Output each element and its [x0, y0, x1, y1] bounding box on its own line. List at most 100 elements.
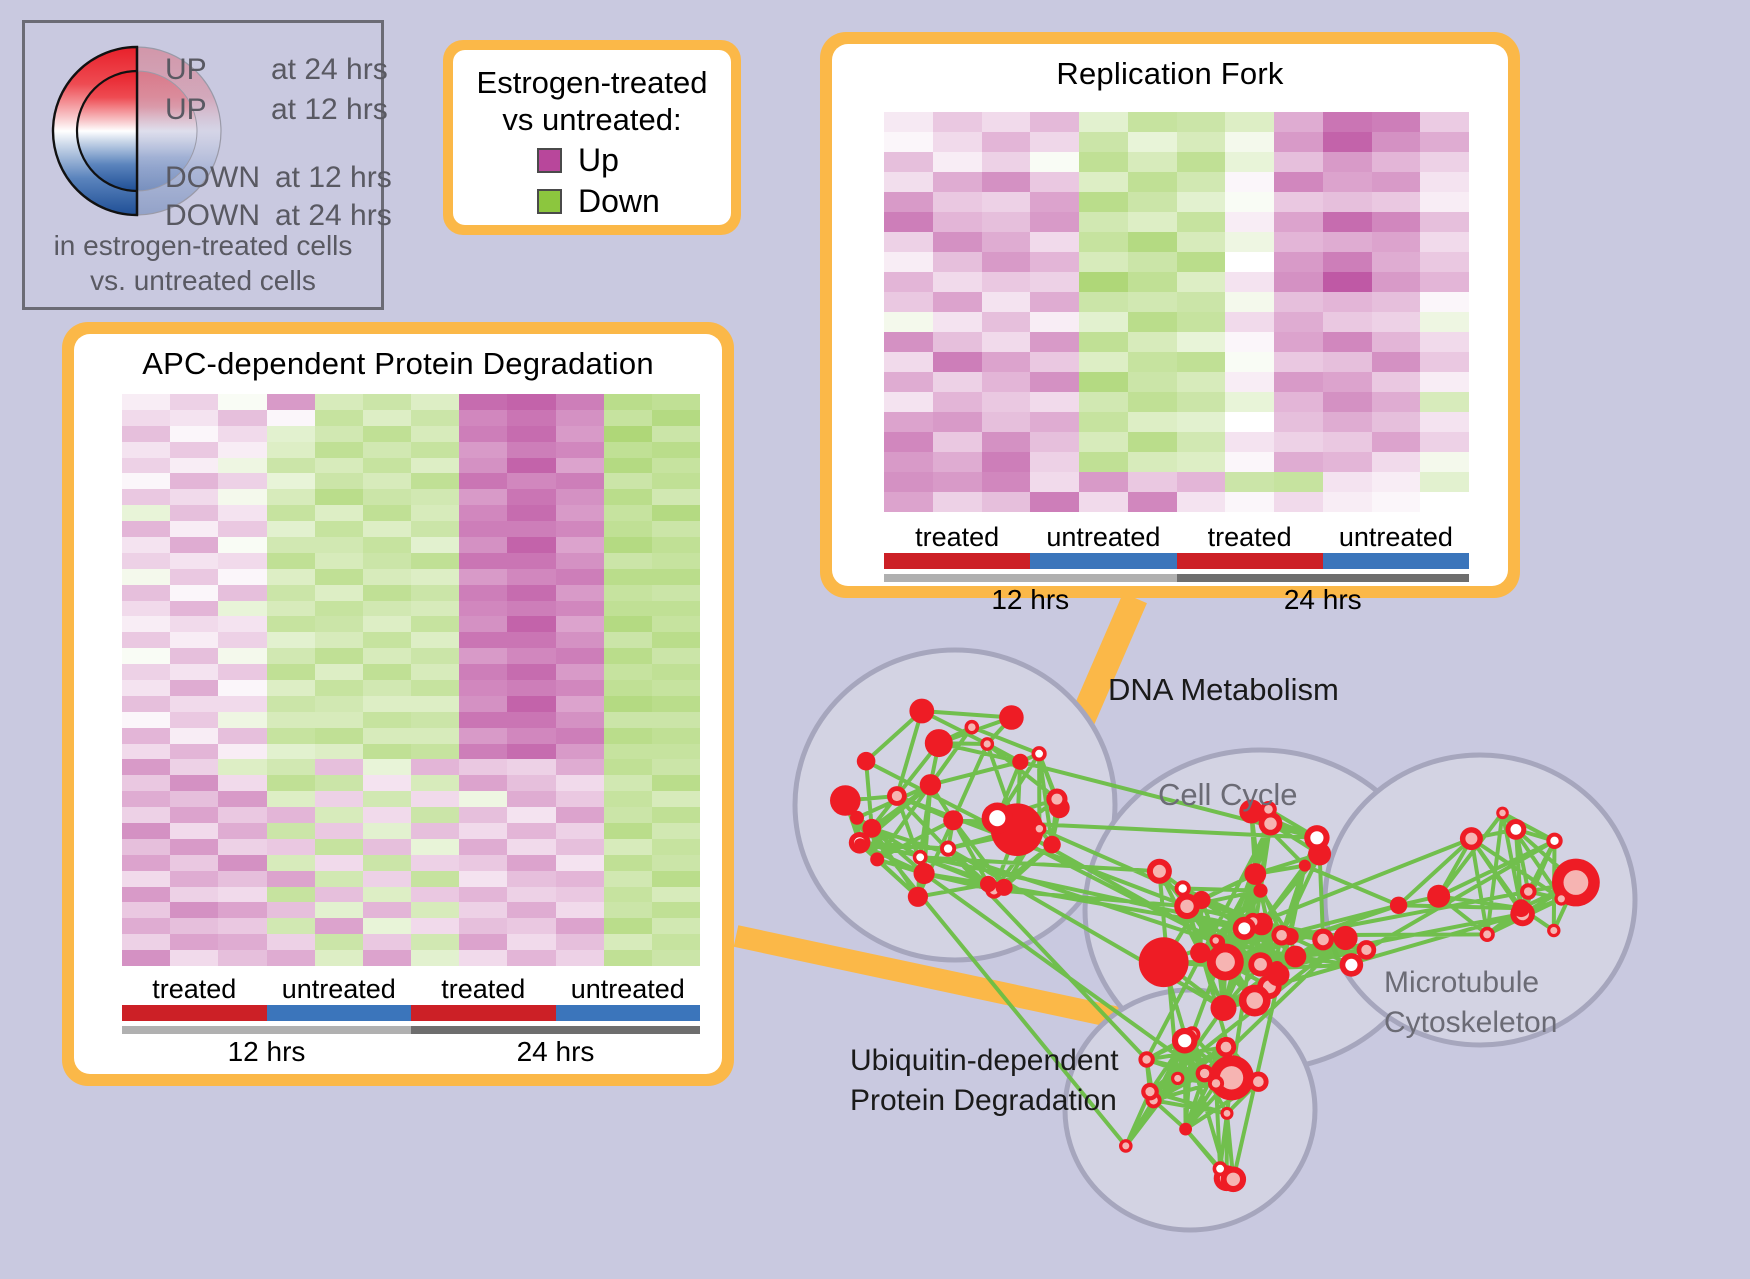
heatmap-cell: [651, 441, 700, 458]
heatmap-cell: [1176, 112, 1226, 132]
heatmap-cell: [555, 664, 604, 680]
network-node[interactable]: [999, 705, 1024, 730]
network-node[interactable]: [1266, 963, 1290, 987]
heatmap-cell: [884, 112, 933, 132]
network-node[interactable]: [909, 698, 935, 724]
network-node[interactable]: [862, 818, 882, 838]
heatmap-cell: [555, 505, 604, 522]
heatmap-cell: [266, 600, 315, 617]
heatmap-cell: [122, 489, 171, 506]
heatmap-cell: [1225, 272, 1274, 292]
network-node[interactable]: [1253, 883, 1268, 898]
network-node-core: [1122, 1142, 1130, 1150]
heatmap-cell: [1371, 412, 1421, 432]
network-node[interactable]: [1138, 937, 1189, 988]
network-node[interactable]: [1012, 753, 1029, 770]
network-node[interactable]: [1284, 945, 1307, 968]
heatmap-cell: [1420, 392, 1469, 412]
heatmap-cell: [459, 648, 508, 665]
heatmap-cell: [459, 950, 508, 966]
network-node[interactable]: [1210, 995, 1237, 1021]
heatmap-cell: [122, 505, 171, 522]
network-node[interactable]: [907, 886, 928, 907]
heatmap-cell: [314, 409, 363, 426]
network-node-core: [1361, 944, 1372, 955]
heatmap-cell: [507, 505, 556, 522]
heatmap-cell: [122, 584, 171, 601]
heatmap-cell: [218, 902, 267, 919]
network-node[interactable]: [1389, 896, 1408, 914]
network-node[interactable]: [995, 878, 1013, 896]
network-node[interactable]: [830, 785, 861, 816]
network-node-core: [1253, 1076, 1264, 1087]
heatmap-cell: [122, 648, 171, 665]
network-node[interactable]: [1043, 835, 1061, 854]
heatmap-cell: [411, 950, 460, 966]
network-node[interactable]: [850, 810, 864, 825]
heatmap-cell: [932, 332, 982, 352]
heatmap-cell: [266, 807, 315, 823]
heatmap-cell: [314, 791, 363, 808]
heatmap-cell: [651, 886, 700, 903]
heatmap-cell: [555, 711, 604, 728]
network-node-core: [1145, 1087, 1155, 1097]
heatmap-cell: [170, 934, 219, 951]
network-node[interactable]: [1179, 1122, 1192, 1136]
heatmap-cell: [459, 838, 508, 855]
heatmap-cell: [314, 823, 363, 839]
heatmap-cell: [555, 823, 604, 839]
network-node[interactable]: [1239, 799, 1264, 824]
heatmap-cell: [218, 680, 267, 696]
heatmap-cell: [555, 727, 604, 744]
heatmap-cell: [411, 934, 460, 951]
heatmap-cell: [218, 394, 267, 410]
network-node[interactable]: [1512, 899, 1530, 918]
heatmap-cell: [884, 312, 933, 332]
network-node[interactable]: [1427, 884, 1451, 908]
network-nodes: [830, 698, 1600, 1193]
heatmap-cell: [218, 600, 267, 617]
network-node[interactable]: [980, 875, 997, 893]
network-node[interactable]: [924, 729, 953, 758]
heatmap-cell: [266, 950, 315, 966]
heatmap-cell: [981, 332, 1031, 352]
heatmap-cell: [1127, 392, 1177, 412]
heatmap-cell: [555, 552, 604, 569]
network-node[interactable]: [870, 852, 885, 867]
heatmap-cell: [362, 870, 411, 887]
heatmap-cell: [555, 425, 604, 442]
network-node[interactable]: [1190, 942, 1211, 964]
network-node[interactable]: [1333, 925, 1358, 951]
network-node[interactable]: [856, 751, 876, 771]
heatmap-cell: [314, 425, 363, 442]
network-node[interactable]: [1298, 859, 1311, 872]
heatmap-cell: [981, 112, 1031, 132]
network-node[interactable]: [919, 774, 942, 796]
heatmap-cell: [507, 934, 556, 951]
heatmap-cell: [218, 950, 267, 966]
heatmap-cell: [603, 759, 652, 776]
heatmap-cell: [170, 823, 219, 839]
heatmap-cell: [362, 648, 411, 665]
heatmap-cell: [1225, 152, 1274, 172]
heatmap-cell: [651, 537, 700, 553]
heatmap-cell: [218, 918, 267, 935]
heatmap-cell: [1225, 472, 1274, 492]
network-node[interactable]: [854, 838, 867, 851]
heatmap-cell: [411, 775, 460, 792]
heatmap-cell: [411, 823, 460, 839]
heatmap-cell: [981, 312, 1031, 332]
network-node[interactable]: [943, 810, 964, 831]
heatmap-cell: [1274, 192, 1323, 212]
heatmap-cell: [170, 775, 219, 792]
heatmap-cell: [1225, 192, 1274, 212]
network-node[interactable]: [1244, 863, 1267, 885]
network-node[interactable]: [913, 862, 935, 885]
heatmap-cell: [1274, 312, 1323, 332]
legend-row-label-up-24: UP: [165, 53, 207, 86]
heatmap-cell: [1371, 452, 1421, 472]
network-node-core: [1051, 793, 1063, 805]
heatmap-cell: [170, 568, 219, 585]
heatmap-cell: [1079, 212, 1128, 232]
heatmap-cell: [1030, 112, 1079, 132]
